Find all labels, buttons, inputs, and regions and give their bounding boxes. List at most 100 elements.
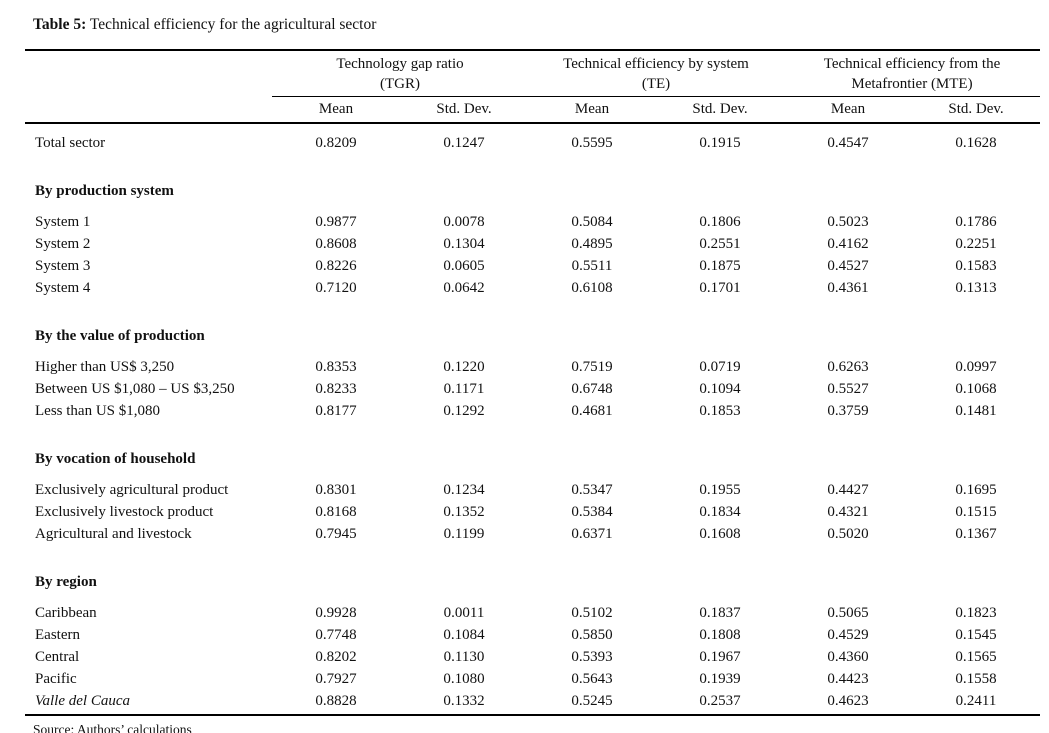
table-row: System 2 0.8608 0.1304 0.4895 0.2551 0.4162 0.… <box>25 233 1040 255</box>
label-column-spacer <box>25 96 272 124</box>
cell-value: 0.0997 <box>955 359 997 375</box>
cell-value: 0.1967 <box>699 649 741 665</box>
cell-value: 0.2251 <box>955 236 997 252</box>
cell-value: 0.5527 <box>827 381 869 397</box>
cell-value: 0.1915 <box>699 135 741 151</box>
table-row: Eastern 0.7748 0.1084 0.5850 0.1808 0.4529 0.1… <box>25 624 1040 646</box>
column-group-te: Technical efficiency by system (TE) <box>528 49 784 97</box>
row-label: Between US $1,080 – US $3,250 <box>35 381 235 397</box>
table-title-number: Table 5: <box>33 16 87 33</box>
cell-value: 0.8168 <box>315 504 357 520</box>
table-row: Exclusively agricultural product 0.8301 0.… <box>25 479 1040 501</box>
row-label: Central <box>35 649 80 665</box>
cell-value: 0.6263 <box>827 359 869 375</box>
cell-value: 0.1130 <box>443 649 485 665</box>
group-te-line2: (TE) <box>641 76 671 92</box>
cell-value: 0.1367 <box>955 526 997 542</box>
subheader-te-stddev: Std. Dev. <box>656 96 784 124</box>
row-label: Agricultural and livestock <box>35 526 192 542</box>
cell-value: 0.1701 <box>699 280 741 296</box>
column-group-mte: Technical efficiency from the Metafronti… <box>784 49 1040 97</box>
row-label: Less than US $1,080 <box>35 403 160 419</box>
cell-value: 0.8608 <box>315 236 357 252</box>
cell-value: 0.1955 <box>699 482 741 498</box>
cell-value: 0.4321 <box>827 504 869 520</box>
cell-value: 0.4681 <box>571 403 613 419</box>
table-row: System 4 0.7120 0.0642 0.6108 0.1701 0.4361 0.… <box>25 277 1040 299</box>
cell-value: 0.0605 <box>443 258 485 274</box>
group-mte-line1: Technical efficiency from the <box>823 56 1001 72</box>
cell-value: 0.5384 <box>571 504 613 520</box>
cell-value: 0.7120 <box>315 280 357 296</box>
cell-value: 0.5023 <box>827 214 869 230</box>
section-header-label: By region <box>35 574 97 590</box>
cell-value: 0.8202 <box>315 649 357 665</box>
row-label: System 3 <box>35 258 91 274</box>
cell-value: 0.1220 <box>443 359 485 375</box>
row-label: System 1 <box>35 214 91 230</box>
column-group-row: Technology gap ratio (TGR) Technical eff… <box>25 49 1040 97</box>
table-row: Between US $1,080 – US $3,250 0.8233 0.117… <box>25 378 1040 400</box>
row-label: Valle del Cauca <box>25 690 272 716</box>
column-group-tgr: Technology gap ratio (TGR) <box>272 49 528 97</box>
cell-value: 0.1853 <box>699 403 741 419</box>
table-row: System 3 0.8226 0.0605 0.5511 0.1875 0.4527 0.… <box>25 255 1040 277</box>
group-te-line1: Technical efficiency by system <box>563 56 749 72</box>
efficiency-table: Technology gap ratio (TGR) Technical eff… <box>25 49 1040 716</box>
table-title-text: Technical efficiency for the agricultura… <box>86 16 377 33</box>
row-label: Pacific <box>35 671 77 687</box>
source-note: Source: Authors’ calculations <box>33 722 192 733</box>
cell-value: 0.8233 <box>315 381 357 397</box>
cell-value: 0.9928 <box>315 605 357 621</box>
cell-value: 0.4427 <box>827 482 869 498</box>
cell-value: 0.1332 <box>400 690 528 716</box>
cell-value: 0.1068 <box>955 381 997 397</box>
cell-value: 0.1939 <box>699 671 741 687</box>
table-row: Pacific 0.7927 0.1080 0.5643 0.1939 0.4423 0.1… <box>25 668 1040 690</box>
cell-value: 0.1545 <box>955 627 997 643</box>
cell-value: 0.2411 <box>912 690 1040 716</box>
section-header-row: By the value of production <box>25 299 1040 356</box>
row-label: Eastern <box>35 627 80 643</box>
cell-value: 0.1786 <box>955 214 997 230</box>
cell-value: 0.0078 <box>443 214 485 230</box>
cell-value: 0.5347 <box>571 482 613 498</box>
cell-value: 0.0642 <box>443 280 485 296</box>
table-row: Total sector 0.8209 0.1247 0.5595 0.1915 0.45… <box>25 123 1040 154</box>
cell-value: 0.7748 <box>315 627 357 643</box>
section-header-row: By region <box>25 545 1040 602</box>
section-header-row: By vocation of household <box>25 422 1040 479</box>
cell-value: 0.1199 <box>443 526 485 542</box>
cell-value: 0.1352 <box>443 504 485 520</box>
subheader-te-mean: Mean <box>528 96 656 124</box>
cell-value: 0.7927 <box>315 671 357 687</box>
cell-value: 0.5065 <box>827 605 869 621</box>
cell-value: 0.1171 <box>443 381 485 397</box>
subheader-mte-mean: Mean <box>784 96 912 124</box>
table-row: Higher than US$ 3,250 0.8353 0.1220 0.7519 0… <box>25 356 1040 378</box>
table-row: Caribbean 0.9928 0.0011 0.5102 0.1837 0.5065 0… <box>25 602 1040 624</box>
table-body: Total sector 0.8209 0.1247 0.5595 0.1915 0.45… <box>25 123 1040 716</box>
group-tgr-line2: (TGR) <box>380 76 420 92</box>
cell-value: 0.4547 <box>827 135 869 151</box>
cell-value: 0.5595 <box>571 135 613 151</box>
row-label: System 4 <box>35 280 91 296</box>
subheader-row: Mean Std. Dev. Mean Std. Dev. Mean Std. … <box>25 96 1040 124</box>
cell-value: 0.4529 <box>827 627 869 643</box>
cell-value: 0.7519 <box>571 359 613 375</box>
cell-value: 0.1583 <box>955 258 997 274</box>
cell-value: 0.0011 <box>443 605 485 621</box>
cell-value: 0.1292 <box>443 403 485 419</box>
section-header-label: By production system <box>35 183 174 199</box>
row-label: Exclusively agricultural product <box>35 482 229 498</box>
subheader-tgr-stddev: Std. Dev. <box>400 96 528 124</box>
cell-value: 0.6371 <box>571 526 613 542</box>
cell-value: 0.7945 <box>315 526 357 542</box>
cell-value: 0.1481 <box>955 403 997 419</box>
row-label: Exclusively livestock product <box>35 504 214 520</box>
cell-value: 0.1247 <box>443 135 485 151</box>
cell-value: 0.4623 <box>784 690 912 716</box>
cell-value: 0.4162 <box>827 236 869 252</box>
cell-value: 0.8301 <box>315 482 357 498</box>
